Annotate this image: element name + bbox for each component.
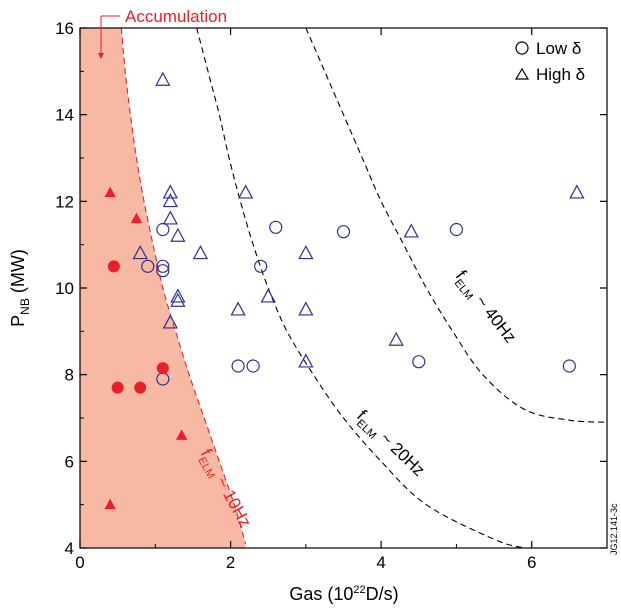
- data-point: [246, 359, 260, 373]
- y-tick-label: 14: [55, 106, 74, 125]
- data-point: [298, 245, 314, 260]
- data-point: [412, 355, 426, 369]
- data-point: [260, 288, 276, 303]
- x-tick-label: 2: [226, 553, 235, 572]
- data-point: [156, 222, 170, 237]
- x-axis-title: Gas (1022D/s): [289, 584, 398, 604]
- data-point: [141, 259, 155, 273]
- data-point: [170, 292, 186, 307]
- frequency-curve-0: [120, 28, 247, 544]
- data-point: [162, 210, 179, 225]
- data-point: [104, 498, 116, 510]
- y-axis-title: PNB (MW): [8, 249, 32, 327]
- data-point: [155, 71, 171, 86]
- data-point: [388, 331, 404, 346]
- data-point: [134, 381, 147, 394]
- f40-label: fELM ~ 40Hz: [449, 267, 520, 349]
- x-tick-label: 0: [75, 553, 84, 572]
- x-tick-label: 6: [527, 553, 536, 572]
- data-point: [269, 220, 283, 234]
- data-point: [569, 184, 585, 199]
- data-point: [111, 381, 124, 394]
- y-tick-label: 12: [55, 192, 74, 211]
- data-point: [562, 359, 576, 373]
- x-tick-label: 4: [376, 553, 385, 572]
- y-tick-label: 10: [55, 279, 74, 298]
- data-point: [192, 245, 209, 260]
- data-point: [162, 314, 179, 329]
- data-point: [162, 184, 179, 199]
- data-point: [130, 212, 143, 224]
- data-point: [175, 429, 188, 440]
- data-point: [254, 259, 268, 273]
- legend-high-delta-marker: [514, 67, 530, 80]
- data-point: [156, 362, 169, 375]
- legend-high-delta-label: High δ: [536, 65, 585, 84]
- data-point: [298, 301, 314, 316]
- y-tick-label: 8: [65, 366, 74, 385]
- data-point: [231, 359, 245, 373]
- data-point: [156, 264, 170, 278]
- accumulation-label: Accumulation: [125, 7, 227, 26]
- data-point: [403, 223, 419, 238]
- data-point: [156, 259, 170, 273]
- y-tick-label: 16: [55, 19, 74, 38]
- data-point: [107, 260, 120, 273]
- data-point: [170, 227, 186, 242]
- legend-low-delta-label: Low δ: [536, 39, 581, 58]
- data-point: [170, 288, 186, 303]
- data-point: [104, 186, 116, 198]
- legend: Low δ High δ: [514, 39, 585, 84]
- data-point: [237, 184, 254, 199]
- y-tick-label: 6: [65, 452, 74, 471]
- frequency-curve-2: [305, 28, 607, 423]
- figure-code: JG12.141-3c: [609, 503, 619, 555]
- legend-low-delta-marker: [515, 41, 529, 55]
- data-point: [449, 222, 464, 237]
- data-point: [298, 353, 314, 368]
- data-point: [162, 193, 179, 208]
- data-point: [230, 301, 246, 316]
- data-point: [132, 245, 148, 260]
- data-point: [336, 225, 351, 239]
- frequency-curve-1: [196, 28, 525, 548]
- f20-label: fELM ~ 20Hz: [350, 406, 428, 483]
- y-tick-label: 4: [65, 539, 74, 558]
